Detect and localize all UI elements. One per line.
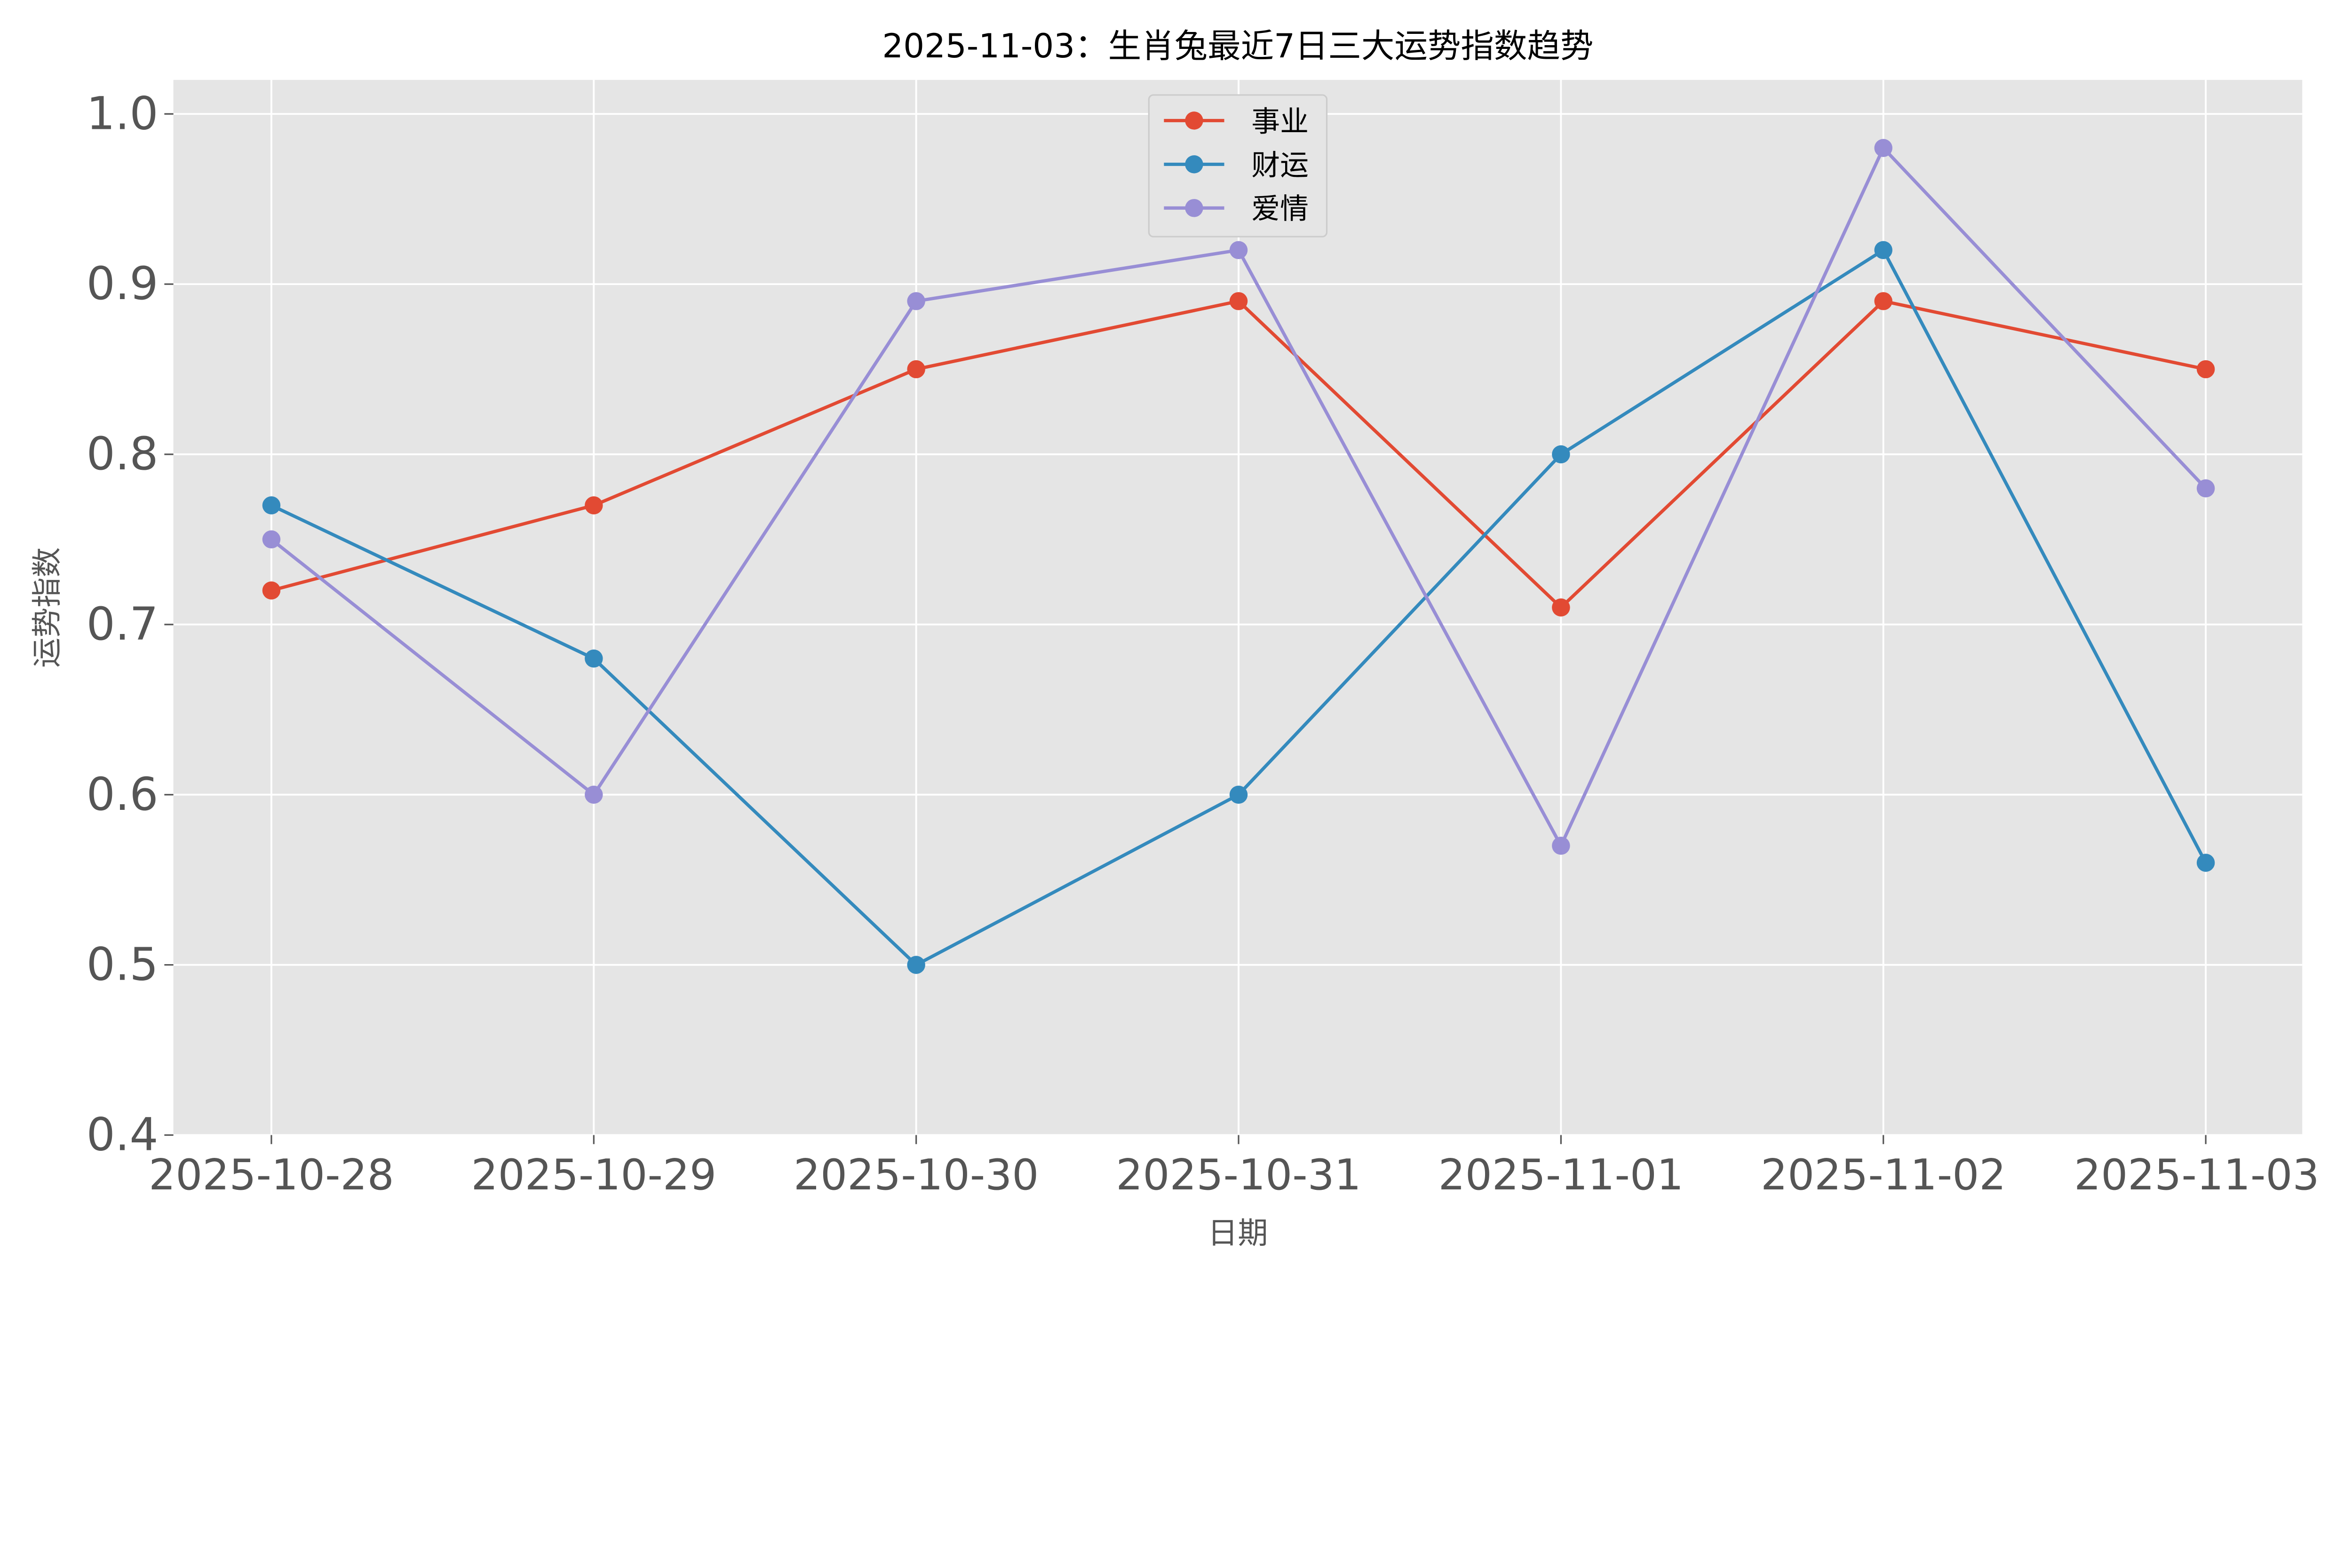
data-point [585,496,603,515]
data-point [1229,785,1248,804]
data-point [262,496,281,515]
legend-marker [1185,199,1203,217]
x-tick-label: 2025-11-01 [1438,1151,1684,1200]
data-point [907,956,925,974]
data-point [262,530,281,549]
x-tick-label: 2025-10-30 [794,1151,1039,1200]
x-tick-label: 2025-10-31 [1116,1151,1361,1200]
x-tick-label: 2025-10-29 [471,1151,717,1200]
line-chart: 0.4 0.5 0.6 0.7 0.8 0.9 1.0 2025-10-28 2025-10-2… [30,27,2320,1251]
y-axis-label: 运势指数 [30,547,65,667]
y-tick-label: 0.7 [87,598,159,650]
data-point [907,360,925,379]
data-point [1874,139,1892,157]
x-tick-label: 2025-10-28 [149,1151,394,1200]
y-tick-label: 1.0 [87,87,159,140]
y-tick-label: 0.5 [87,938,159,991]
x-axis-label: 日期 [1208,1216,1268,1251]
legend-label: 事业 [1251,105,1309,138]
data-point [1552,598,1570,617]
data-point [1229,241,1248,259]
y-tick-label: 0.6 [87,768,159,821]
legend-label: 财运 [1251,149,1309,182]
legend-marker [1185,111,1203,130]
x-tick-label: 2025-11-02 [1761,1151,2006,1200]
legend-marker [1185,155,1203,174]
data-point [1874,241,1892,259]
data-point [1229,292,1248,310]
data-point [2196,360,2215,379]
data-point [1552,445,1570,464]
data-point [585,649,603,668]
data-point [907,292,925,310]
data-point [262,581,281,600]
data-point [1874,292,1892,310]
chart-title: 2025-11-03：生肖兔最近7日三大运势指数趋势 [882,27,1593,65]
y-tick-label: 0.4 [87,1109,159,1161]
data-point [2196,854,2215,872]
legend-label: 爱情 [1251,192,1309,226]
data-point [2196,479,2215,498]
data-point [585,785,603,804]
data-point [1552,837,1570,855]
x-tick-label: 2025-11-03 [2074,1151,2320,1200]
y-tick-label: 0.9 [87,257,159,310]
y-tick-label: 0.8 [87,428,159,480]
